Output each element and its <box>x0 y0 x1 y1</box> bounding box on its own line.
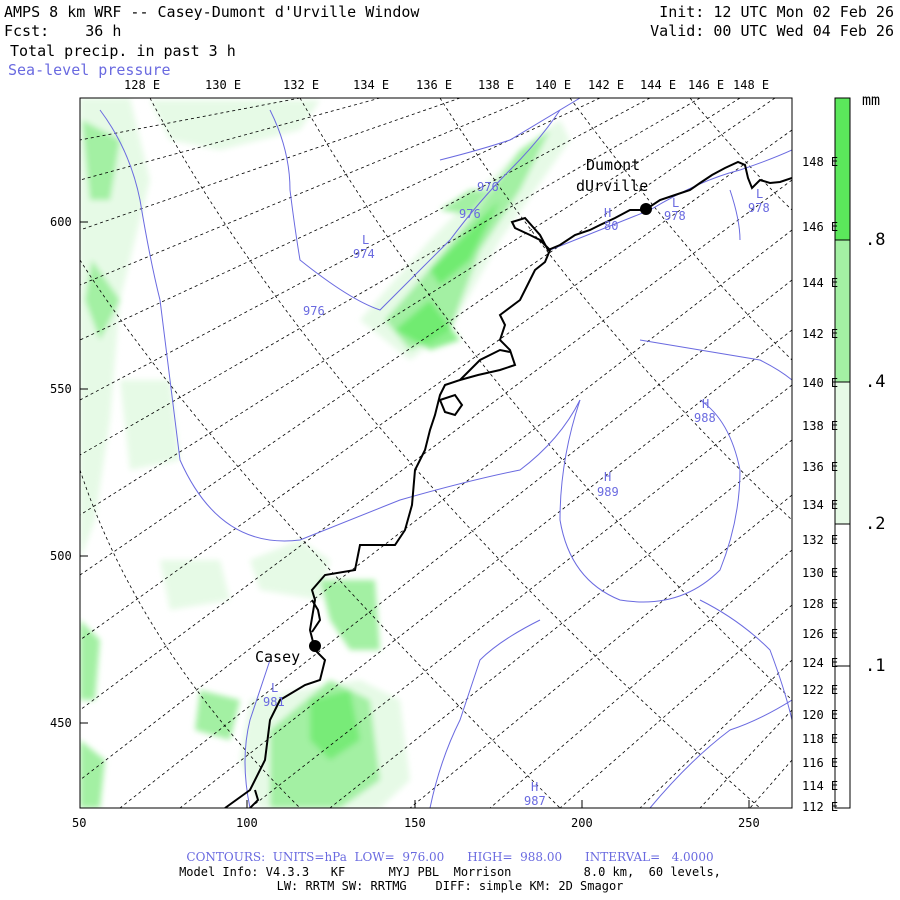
pressure-value: 978 <box>748 201 770 215</box>
lon-label-right: 140 E <box>802 376 839 390</box>
colorbar-level: .8 <box>865 230 886 250</box>
lon-label-right: 116 E <box>802 756 839 770</box>
lon-label-top: 140 E <box>535 78 572 92</box>
pressure-contours <box>99 98 792 808</box>
model-info: Model Info: V4.3.3 KF MYJ PBL Morrison 8… <box>179 865 721 879</box>
plot-frame <box>79 97 793 809</box>
axis-ticks <box>79 221 750 808</box>
pressure-value: 974 <box>353 247 375 261</box>
pressure-value: 976 <box>459 207 481 221</box>
graticule <box>80 98 792 808</box>
lon-label-right: 126 E <box>802 627 839 641</box>
field-title: Total precip. in past 3 h <box>10 42 236 60</box>
lon-label-right: 144 E <box>802 276 839 290</box>
lon-label-right: 134 E <box>802 498 839 512</box>
lon-label-right: 136 E <box>802 460 839 474</box>
colorbar-level: .2 <box>865 514 886 534</box>
pressure-value: 981 <box>263 695 285 709</box>
lon-label-right: 146 E <box>802 220 839 234</box>
x-tick-label: 150 <box>404 816 426 830</box>
colorbar-level: .1 <box>865 656 886 676</box>
lon-label-right: 122 E <box>802 683 839 697</box>
lon-label-top: 130 E <box>205 78 242 92</box>
pressure-value: 989 <box>597 485 619 499</box>
pressure-letter: H <box>531 780 539 794</box>
forecast-hour: Fcst: 36 h <box>4 22 122 40</box>
precip-shading <box>80 98 570 808</box>
valid-time: Valid: 00 UTC Wed 04 Feb 26 <box>650 22 894 40</box>
pressure-letter: H <box>604 206 612 220</box>
pressure-letter: H <box>702 397 710 411</box>
lon-label-right: 118 E <box>802 732 839 746</box>
station-label-dumont: Dumont <box>586 156 641 174</box>
dumont-durville-marker <box>640 203 652 215</box>
pressure-value: 976 <box>477 180 499 194</box>
lon-label-right: 112 E <box>802 800 839 814</box>
x-tick-label: 200 <box>571 816 593 830</box>
y-tick-label: 450 <box>50 716 72 730</box>
pressure-letter: L <box>672 196 680 210</box>
y-tick-label: 600 <box>50 215 72 229</box>
lon-label-top: 142 E <box>588 78 625 92</box>
pressure-letter: L <box>271 681 279 695</box>
lon-label-top: 146 E <box>688 78 725 92</box>
lon-label-top: 134 E <box>353 78 390 92</box>
lon-label-right: 142 E <box>802 327 839 341</box>
x-tick-label: 50 <box>72 816 87 830</box>
x-tick-label: 250 <box>738 816 760 830</box>
lon-label-top: 132 E <box>283 78 320 92</box>
pressure-value: 988 <box>694 411 716 425</box>
y-tick-label: 550 <box>50 382 72 396</box>
contour-field-title: Sea-level pressure <box>8 61 171 79</box>
lon-label-top: 136 E <box>416 78 453 92</box>
station-label-casey: Casey <box>255 648 301 666</box>
lon-label-right: 128 E <box>802 597 839 611</box>
contour-info: CONTOURS: UNITS=hPa LOW= 976.00 HIGH= 98… <box>186 850 714 864</box>
lon-label-right: 124 E <box>802 656 839 670</box>
casey-marker <box>309 640 321 652</box>
pressure-value: 978 <box>664 209 686 223</box>
pressure-letter: L <box>362 233 370 247</box>
colorbar-level: .4 <box>865 372 886 392</box>
pressure-letter: H <box>604 470 612 484</box>
station-label-dumont-line2: dUrville <box>576 177 649 195</box>
plot-background <box>80 98 792 808</box>
x-tick-label: 100 <box>236 816 258 830</box>
colorbar-unit: mm <box>862 91 881 109</box>
pressure-letter: L <box>756 187 764 201</box>
lon-label-top: 128 E <box>124 78 161 92</box>
lon-label-right: 138 E <box>802 419 839 433</box>
lon-label-right: 132 E <box>802 533 839 547</box>
y-tick-label: 500 <box>50 549 72 563</box>
lon-label-top: 138 E <box>478 78 515 92</box>
lon-label-right: 120 E <box>802 708 839 722</box>
lon-label-top: 144 E <box>640 78 677 92</box>
physics-info: LW: RRTM SW: RRTMG DIFF: simple KM: 2D S… <box>276 879 624 893</box>
pressure-value: 987 <box>524 794 546 808</box>
lon-label-top: 148 E <box>733 78 770 92</box>
colorbar <box>834 97 851 809</box>
header-title: AMPS 8 km WRF -- Casey-Dumont d'Urville … <box>4 3 420 21</box>
pressure-value: 80 <box>604 219 619 233</box>
pressure-value: 976 <box>303 304 325 318</box>
coastline <box>224 160 792 808</box>
lon-label-right: 148 E <box>802 155 839 169</box>
init-time: Init: 12 UTC Mon 02 Feb 26 <box>659 3 894 21</box>
lon-label-right: 130 E <box>802 566 839 580</box>
lon-label-right: 114 E <box>802 779 839 793</box>
